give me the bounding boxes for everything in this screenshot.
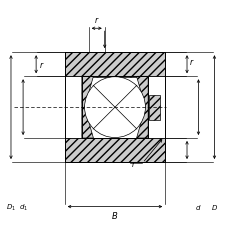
- Text: $D$: $D$: [210, 202, 217, 211]
- Polygon shape: [64, 138, 165, 162]
- Polygon shape: [149, 95, 159, 120]
- Text: $D_1$: $D_1$: [6, 202, 16, 212]
- Text: $d$: $d$: [194, 202, 201, 211]
- Polygon shape: [82, 77, 93, 138]
- Polygon shape: [136, 77, 147, 138]
- Text: r: r: [188, 58, 192, 67]
- Text: B: B: [112, 211, 117, 220]
- Polygon shape: [64, 53, 165, 77]
- Text: r: r: [132, 159, 135, 168]
- Text: r: r: [39, 60, 43, 69]
- Text: $d_1$: $d_1$: [19, 202, 27, 212]
- Circle shape: [84, 77, 145, 138]
- Text: r: r: [95, 16, 98, 25]
